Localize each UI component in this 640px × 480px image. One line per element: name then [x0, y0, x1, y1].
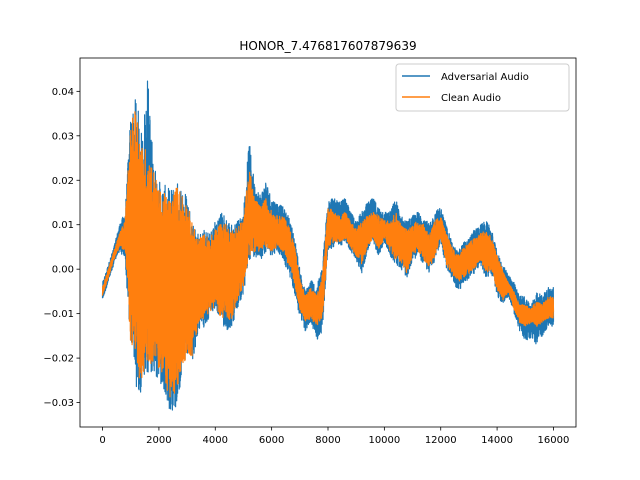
x-tick-label: 10000	[368, 435, 400, 446]
x-tick-label: 16000	[538, 435, 570, 446]
y-tick-label: 0.03	[52, 131, 74, 142]
chart-title: HONOR_7.476817607879639	[239, 39, 416, 53]
y-tick-label: −0.03	[43, 398, 74, 409]
y-tick-label: 0.01	[52, 220, 74, 231]
x-axis: 0 2000 4000 6000 8000 10000 12000 14000 16000	[99, 427, 569, 446]
legend-label: Adversarial Audio	[441, 72, 529, 83]
x-tick-label: 4000	[203, 435, 228, 446]
plot-area	[79, 57, 577, 428]
y-tick-label: 0.04	[52, 87, 74, 98]
y-tick-label: −0.02	[43, 354, 74, 365]
y-tick-label: 0.02	[52, 176, 74, 187]
legend: Adversarial Audio Clean Audio	[395, 63, 570, 112]
series-layer	[101, 80, 555, 411]
x-tick-label: 12000	[425, 435, 457, 446]
x-tick-label: 2000	[146, 435, 171, 446]
y-tick-label: −0.01	[43, 309, 74, 320]
legend-box	[395, 63, 570, 112]
x-tick-label: 0	[99, 435, 105, 446]
legend-label: Clean Audio	[441, 93, 501, 104]
x-tick-label: 8000	[315, 435, 340, 446]
x-tick-label: 6000	[259, 435, 284, 446]
y-tick-label: 0.00	[52, 265, 74, 276]
y-axis: −0.03 −0.02 −0.01 0.00 0.01 0.02 0.03 0.04	[43, 87, 80, 409]
series-line-clean-audio	[101, 111, 555, 398]
x-tick-label: 14000	[481, 435, 513, 446]
